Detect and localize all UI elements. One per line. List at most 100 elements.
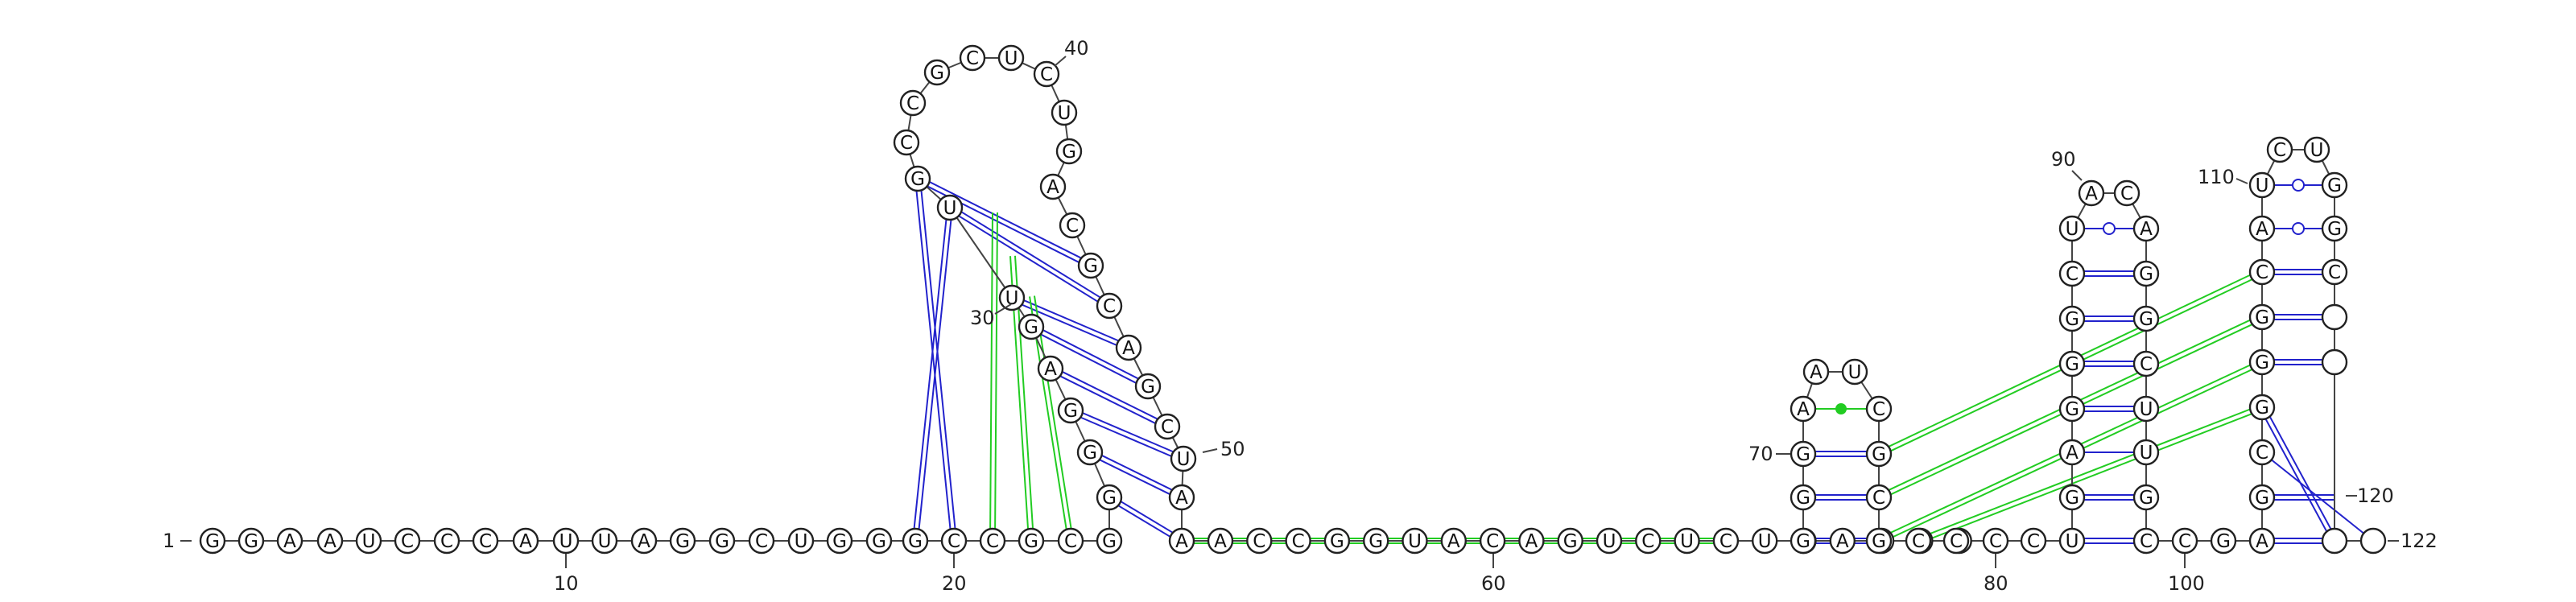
nucleotide-36: C: [959, 44, 986, 72]
nucleotide-letter: G: [1330, 531, 1344, 552]
nucleotide-letter: A: [1525, 531, 1538, 552]
nucleotide-46: G: [1134, 373, 1162, 400]
nucleotide-letter: A: [1046, 177, 1059, 198]
nucleotide-circle: [902, 527, 929, 555]
nucleotide-105: A: [2248, 527, 2276, 555]
nucleotide-letter: G: [675, 531, 690, 552]
nucleotide-120: [2321, 348, 2348, 376]
nucleotide-letter: U: [1005, 288, 1019, 309]
position-label-60: 60: [1481, 554, 1506, 595]
nucleotide-circle: [1168, 527, 1195, 555]
nucleotide-circle: [2321, 215, 2348, 242]
nucleotide-49: A: [1168, 484, 1195, 511]
nucleotide-19: G: [902, 527, 929, 555]
nucleotide-circle: [1096, 484, 1123, 511]
nucleotide-letter: G: [1063, 401, 1078, 422]
position-label-80: 80: [1984, 554, 2008, 595]
nucleotide-letter: U: [1758, 531, 1772, 552]
nucleotide-circle: [2113, 179, 2140, 207]
nucleotide-118: C: [2321, 258, 2348, 286]
nucleotide-28: A: [1037, 355, 1064, 382]
nucleotide-circle: [2058, 395, 2086, 423]
nucleotide-circle: [2058, 350, 2086, 377]
nucleotide-92: U: [2058, 215, 2086, 242]
nucleotide-35: G: [923, 59, 951, 86]
nucleotide-circle: [2171, 527, 2198, 555]
nucleotide-108: G: [2248, 394, 2276, 421]
wobble-marker-h3-7: [2292, 179, 2305, 192]
noncanonical-marker: [1835, 403, 1847, 414]
nucleotide-2: G: [237, 527, 265, 555]
nucleotide-96: G: [2132, 260, 2160, 287]
nucleotide-circle: [669, 527, 696, 555]
nucleotide-letter: G: [1084, 256, 1098, 277]
nucleotide-letter: C: [1641, 531, 1654, 552]
nucleotide-circle: [1057, 397, 1084, 424]
nucleotide-83: C: [1982, 527, 2009, 555]
nucleotide-39: U: [1051, 99, 1078, 126]
nucleotide-letter: G: [1368, 531, 1383, 552]
nucleotide-74: A: [1790, 395, 1817, 423]
nucleotide-letter: G: [715, 531, 729, 552]
nucleotide-letter: C: [1064, 531, 1077, 552]
position-label-110: 110: [2198, 166, 2248, 188]
nucleotide-letter: A: [2256, 531, 2268, 552]
nucleotide-98: C: [2132, 350, 2160, 377]
label-90: 90: [2051, 148, 2076, 171]
nucleotide-90: G: [2058, 305, 2086, 332]
nucleotide-116: G: [2321, 171, 2348, 199]
label-120: 120: [2357, 484, 2394, 507]
nucleotide-letter: G: [2255, 398, 2269, 419]
nucleotide-circle: [2248, 484, 2276, 511]
nucleotide-letter: C: [2066, 264, 2079, 285]
nucleotide-letter: U: [2066, 531, 2079, 552]
nucleotide-99: U: [2132, 395, 2160, 423]
nucleotide-letter: A: [2085, 183, 2098, 204]
nucleotide-circle: [2132, 395, 2160, 423]
nucleotide-letter: G: [1024, 317, 1038, 338]
nucleotide-50: A: [1168, 527, 1195, 555]
nucleotide-circle: [1055, 138, 1083, 165]
nucleotide-circle: [708, 527, 736, 555]
nucleotide-20: C: [940, 527, 968, 555]
nucleotide-letter: G: [2255, 353, 2269, 373]
position-label-100: 100: [2168, 554, 2205, 595]
nucleotide-80: G: [1865, 527, 1893, 555]
nucleotide-circle: [1790, 440, 1817, 468]
nucleotide-circle: [1076, 439, 1104, 466]
label-1: 1: [163, 530, 175, 552]
nucleotide-letter: U: [2256, 175, 2269, 196]
nucleotide-letter: A: [283, 531, 296, 552]
nucleotide-circle: [1790, 527, 1817, 555]
label-70: 70: [1748, 443, 1773, 465]
nucleotide-27: G: [1057, 397, 1084, 424]
nucleotide-circle: [472, 527, 499, 555]
nucleotide-letter: C: [2178, 531, 2191, 552]
base-pair-stem-5: [1010, 295, 1130, 351]
nucleotide-55: G: [1362, 527, 1389, 555]
nucleotide-circle: [1982, 527, 2009, 555]
nucleotide-letter: G: [908, 531, 923, 552]
nucleotide-circle: [2248, 439, 2276, 466]
label-80: 80: [1984, 572, 2008, 595]
nucleotide-107: C: [2248, 439, 2276, 466]
nucleotide-86: G: [2058, 484, 2086, 511]
position-label-90: 90: [2051, 148, 2083, 181]
nucleotide-110: G: [2248, 303, 2276, 331]
nucleotide-circle: [2058, 527, 2086, 555]
nucleotide-circle: [2132, 527, 2160, 555]
nucleotide-88: G: [2058, 395, 2086, 423]
nucleotide-11: U: [591, 527, 618, 555]
nucleotide-circle: [2248, 215, 2276, 242]
nucleotide-31: U: [936, 194, 964, 221]
nucleotide-circle: [959, 44, 986, 72]
nucleotide-117: G: [2321, 215, 2348, 242]
nucleotide-95: A: [2132, 215, 2160, 242]
nucleotide-letter: C: [1292, 531, 1305, 552]
nucleotide-letter: G: [2139, 309, 2153, 330]
nucleotide-letter: G: [910, 169, 925, 190]
nucleotide-114: C: [2266, 136, 2293, 163]
nucleotide-10: U: [552, 527, 580, 555]
base-pair-stem-6: [947, 204, 1112, 309]
